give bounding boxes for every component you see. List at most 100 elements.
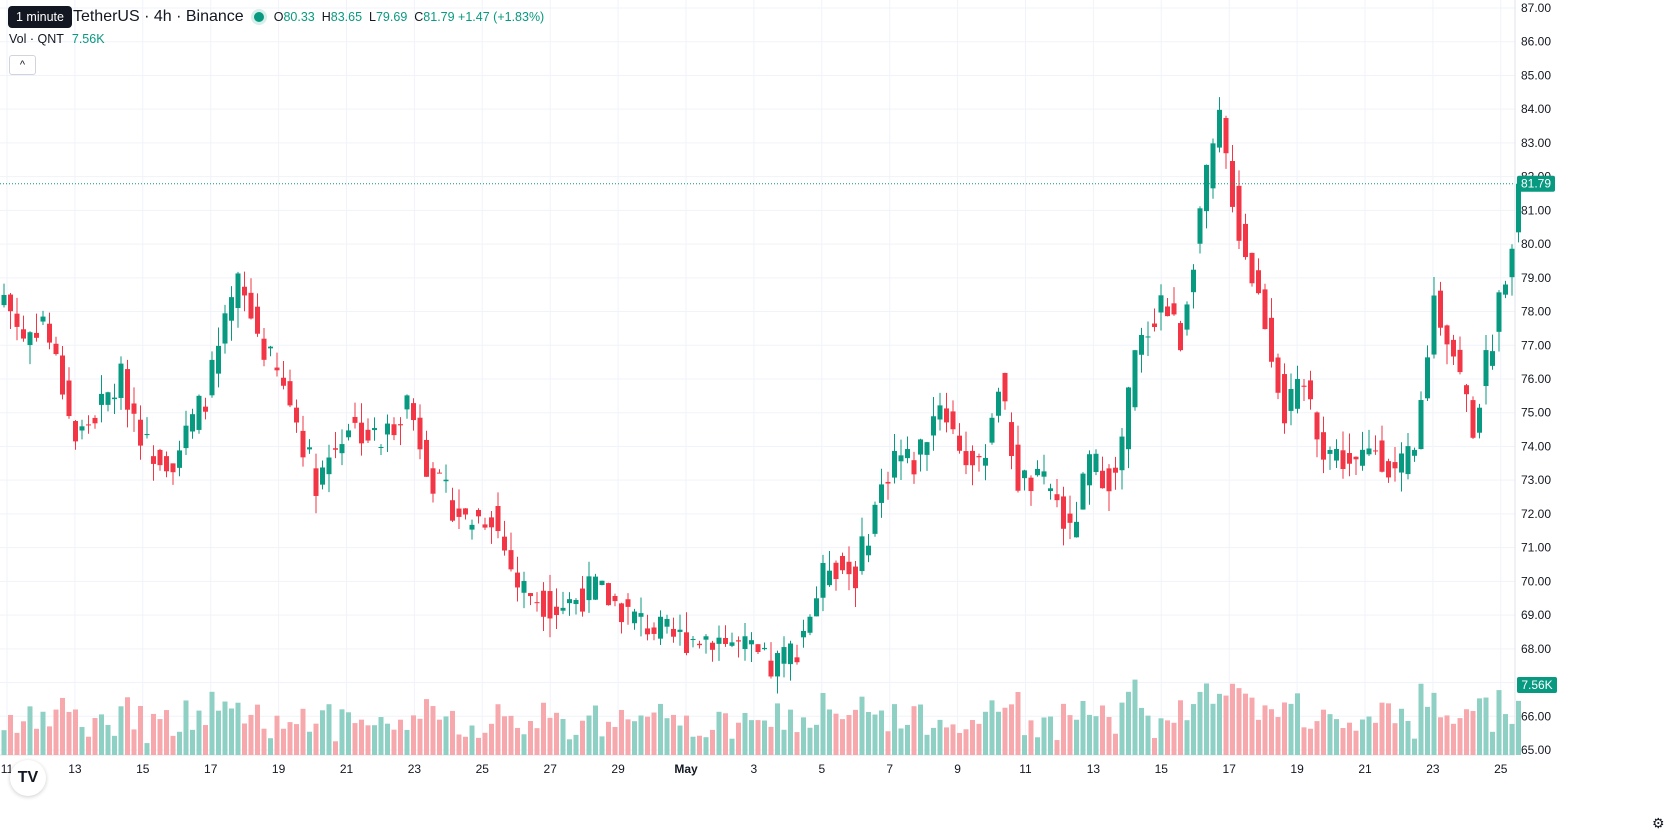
- candle-body: [1230, 161, 1235, 207]
- x-tick-label: May: [674, 762, 698, 776]
- volume-bar: [73, 709, 78, 755]
- collapse-legend-button[interactable]: ^: [9, 55, 36, 75]
- candle-body: [1405, 446, 1411, 475]
- candle-body: [879, 484, 884, 503]
- candle-body: [1178, 323, 1183, 351]
- symbol-title[interactable]: TetherUS · 4h · Binance: [72, 8, 244, 25]
- candle-body: [320, 467, 325, 485]
- volume-bar: [599, 736, 605, 755]
- volume-bar: [222, 701, 228, 755]
- candle-body: [196, 395, 202, 430]
- candle-body: [508, 550, 514, 570]
- candle-body: [255, 306, 260, 334]
- volume-bar: [1171, 722, 1177, 755]
- volume-bar: [242, 723, 247, 755]
- y-tick-label: 79.00: [1521, 271, 1551, 285]
- candle-body: [853, 566, 858, 589]
- candle-body: [1334, 448, 1339, 461]
- last-volume-badge: [1517, 677, 1557, 693]
- candle-body: [1399, 453, 1404, 473]
- candle-body: [502, 536, 507, 551]
- candle-body: [593, 576, 598, 600]
- volume-bar: [820, 693, 826, 755]
- candle-body: [138, 419, 143, 446]
- candle-body: [898, 455, 904, 462]
- volume-bar: [339, 709, 345, 755]
- candle-body: [170, 463, 176, 473]
- volume-bar: [612, 727, 618, 755]
- candle-body: [905, 449, 910, 459]
- volume-bar: [170, 735, 176, 755]
- tradingview-logo-icon[interactable]: TV: [10, 760, 46, 796]
- candle-body: [1347, 453, 1352, 464]
- volume-bar: [482, 732, 488, 755]
- candle-body: [430, 468, 436, 494]
- volume-bar: [1477, 698, 1482, 755]
- market-status-icon[interactable]: [253, 12, 264, 22]
- volume-bar: [495, 704, 501, 755]
- x-tick-label: 25: [476, 762, 490, 776]
- candle-body: [66, 380, 72, 417]
- candle-body: [164, 456, 169, 472]
- volume-bar: [1106, 717, 1112, 755]
- candle-body: [937, 405, 943, 420]
- candle-body: [1223, 118, 1229, 154]
- volume-bar: [749, 720, 754, 755]
- volume-value: 7.56K: [71, 32, 105, 46]
- candle-body: [749, 640, 754, 645]
- volume-bar: [235, 702, 241, 755]
- volume-bar: [112, 735, 117, 755]
- volume-bar: [833, 713, 839, 755]
- volume-bar: [378, 717, 384, 755]
- candle-body: [1308, 380, 1313, 400]
- candle-body: [1470, 400, 1476, 438]
- ohlc-open: O80.33: [273, 10, 315, 24]
- volume-bar: [138, 705, 143, 755]
- volume-bar: [300, 708, 306, 755]
- volume-bar: [1256, 719, 1261, 755]
- x-tick-label: 27: [544, 762, 558, 776]
- candle-body: [723, 637, 728, 644]
- volume-bar: [456, 734, 462, 755]
- volume-bar: [554, 712, 559, 755]
- candle-body: [1210, 143, 1216, 189]
- gear-icon[interactable]: ⚙: [1652, 815, 1665, 831]
- candle-body: [261, 338, 267, 360]
- volume-legend[interactable]: Vol · QNT 7.56K: [9, 32, 105, 46]
- candle-body: [846, 561, 852, 575]
- candle-body: [34, 332, 39, 338]
- volume-bar: [697, 735, 702, 755]
- volume-bar: [794, 732, 800, 755]
- volume-bar: [528, 721, 533, 755]
- candle-body: [1418, 400, 1424, 450]
- candle-body: [1197, 208, 1203, 244]
- candle-body: [1165, 306, 1170, 317]
- volume-bar: [580, 720, 585, 755]
- candle-body: [541, 590, 546, 617]
- candle-body: [567, 599, 572, 604]
- candle-body: [892, 450, 897, 478]
- candle-body: [411, 403, 416, 421]
- volume-bar: [996, 711, 1001, 755]
- candle-body: [697, 643, 702, 646]
- candle-body: [274, 367, 280, 371]
- x-tick-label: 21: [1358, 762, 1372, 776]
- volume-bar: [1067, 715, 1073, 755]
- candle-body: [833, 562, 839, 580]
- x-tick-label: 21: [340, 762, 354, 776]
- candle-body: [1, 295, 7, 306]
- volume-bar: [768, 726, 774, 755]
- candle-body: [931, 416, 936, 436]
- volume-label: Vol · QNT: [9, 32, 64, 46]
- candle-body: [157, 449, 163, 466]
- volume-bar: [1438, 717, 1443, 755]
- candle-body: [125, 369, 130, 410]
- volume-bar: [1152, 737, 1157, 755]
- volume-bar: [1249, 697, 1255, 755]
- ohlc-close: C81.79 +1.47 (+1.83%): [414, 10, 545, 24]
- volume-bar: [924, 734, 930, 755]
- candle-body: [281, 377, 286, 386]
- volume-bar: [853, 709, 858, 755]
